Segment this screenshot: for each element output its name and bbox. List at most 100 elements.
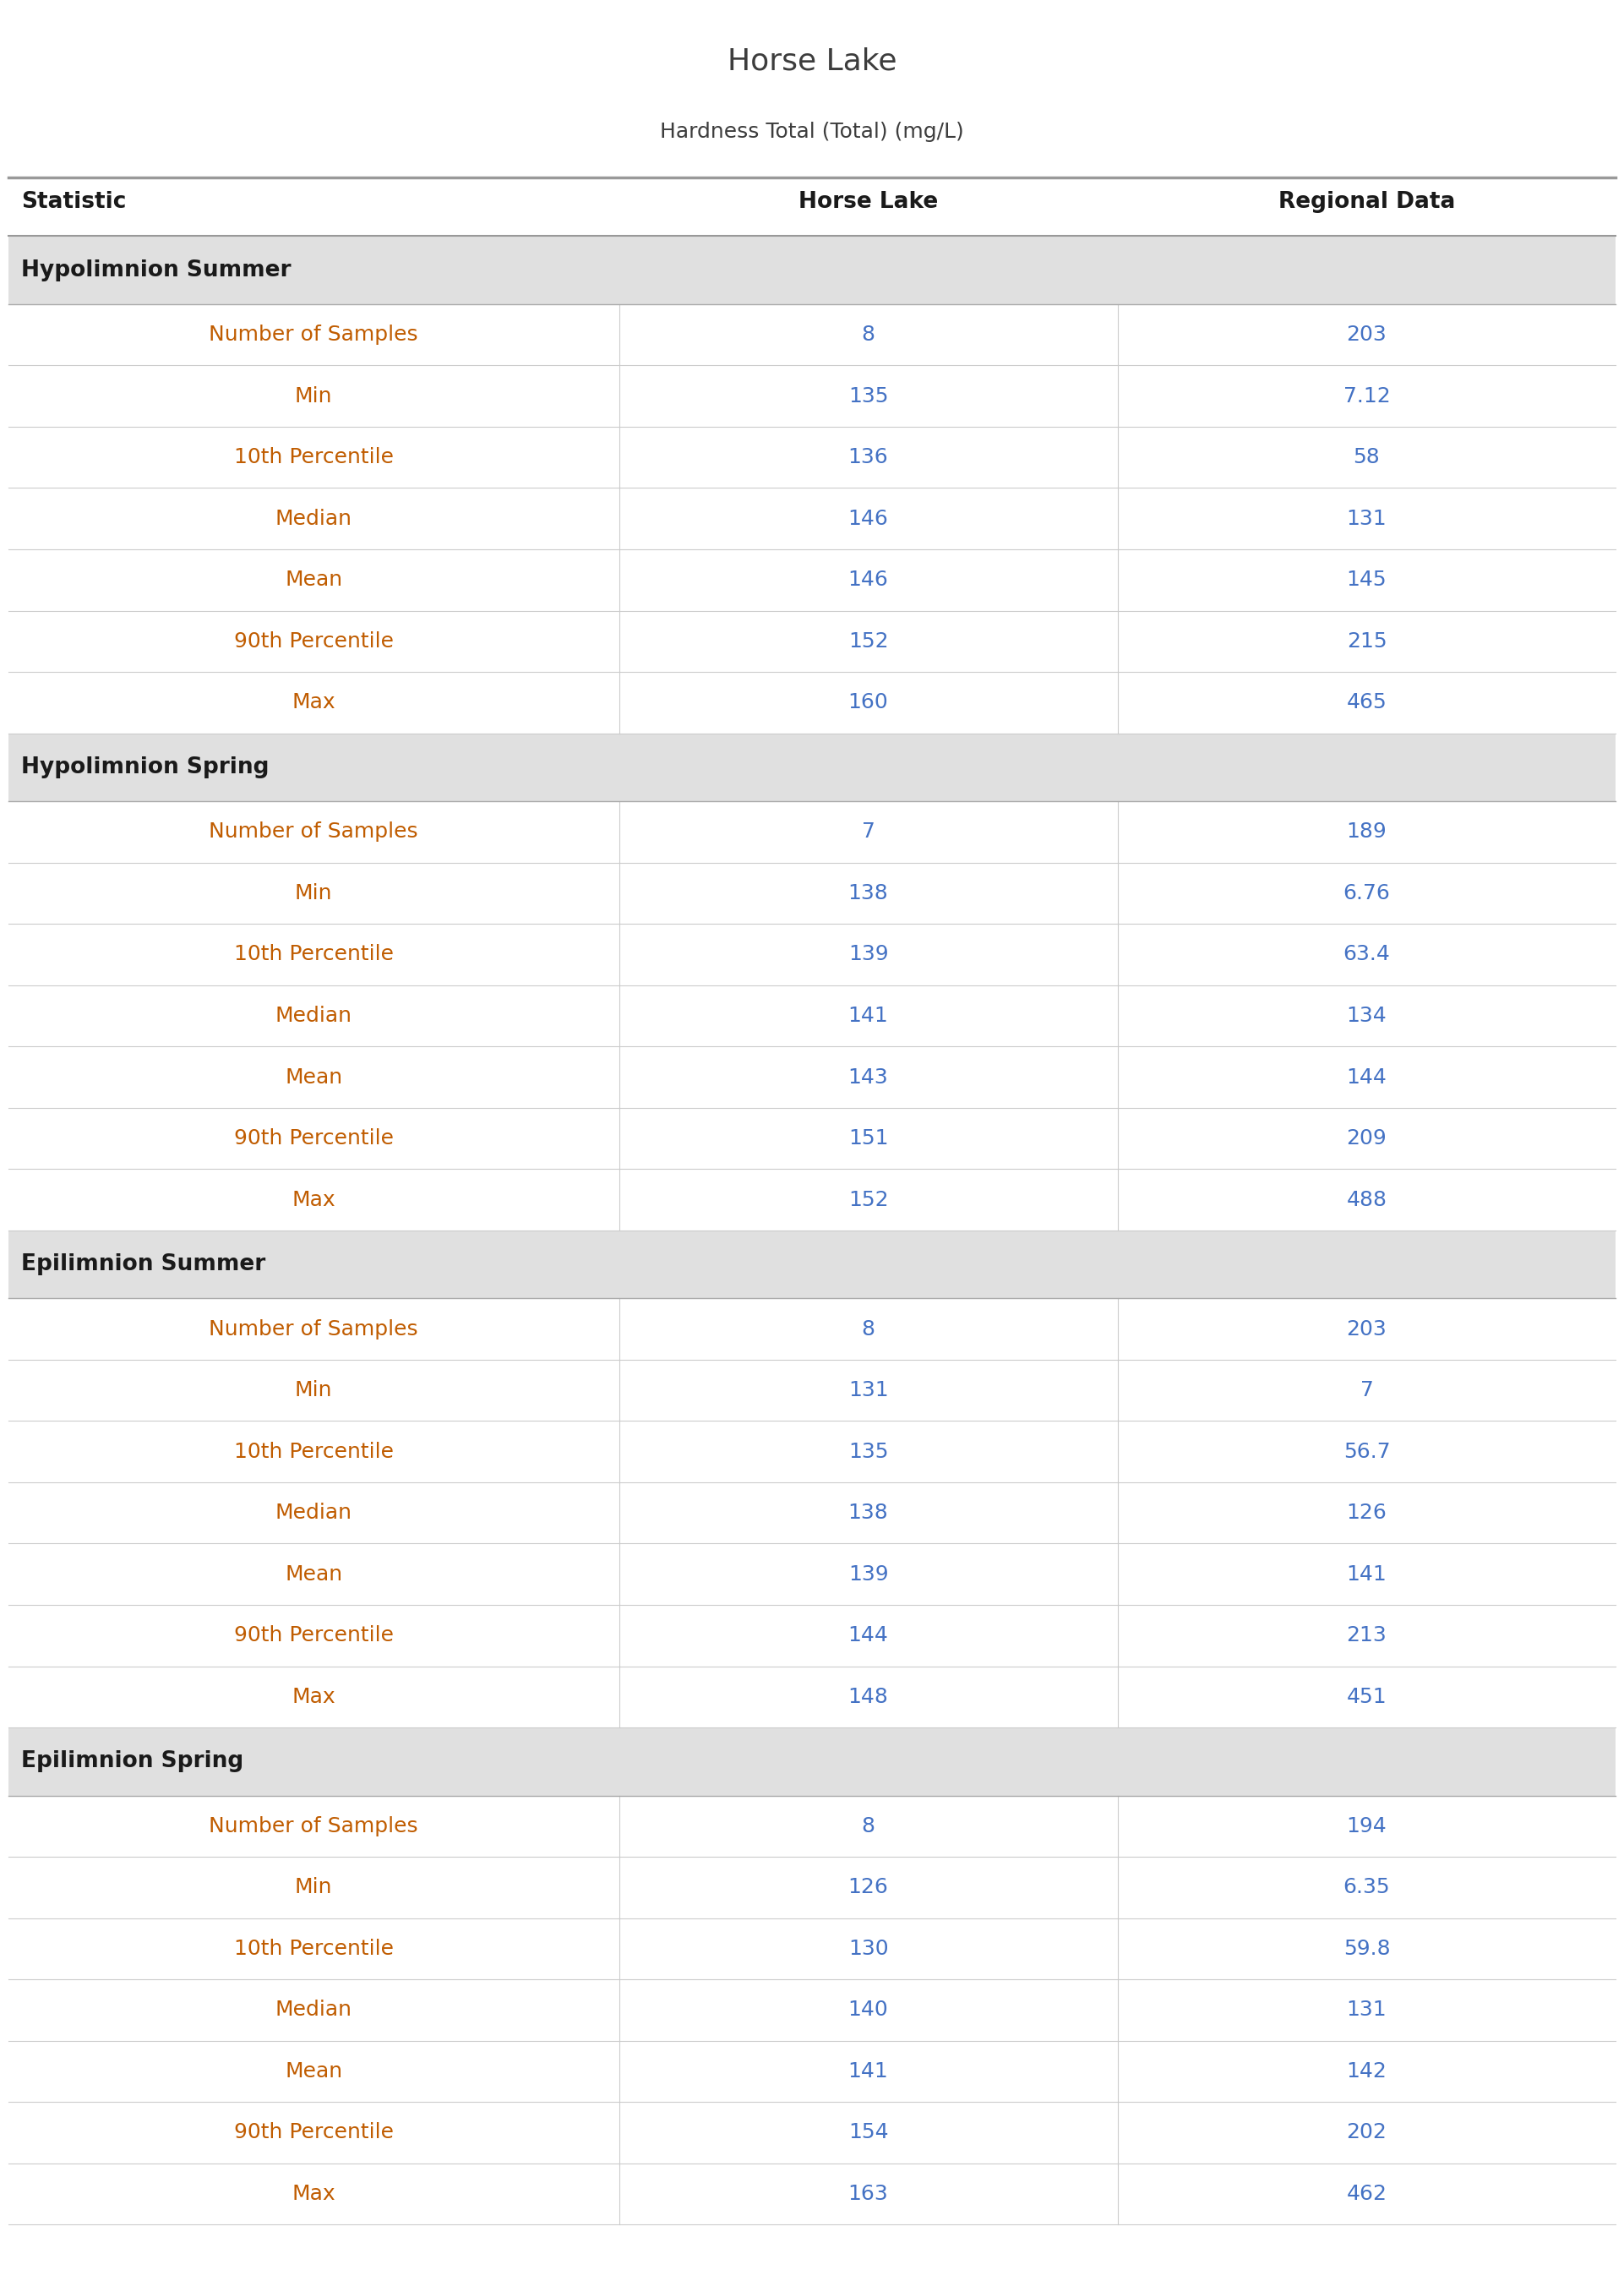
Text: 465: 465	[1346, 692, 1387, 713]
Text: 10th Percentile: 10th Percentile	[234, 1441, 393, 1462]
Text: Mean: Mean	[284, 2061, 343, 2082]
Bar	[8, 672, 1616, 733]
Text: 152: 152	[848, 1189, 888, 1210]
Bar	[8, 1796, 1616, 1857]
Bar	[8, 304, 1616, 365]
Bar	[8, 1727, 1616, 1796]
Text: 138: 138	[848, 883, 888, 903]
Bar	[8, 1666, 1616, 1727]
Text: Epilimnion Spring: Epilimnion Spring	[21, 1750, 244, 1773]
Text: 90th Percentile: 90th Percentile	[234, 631, 393, 651]
Text: Min: Min	[296, 883, 333, 903]
Text: 213: 213	[1346, 1625, 1387, 1646]
Text: Regional Data: Regional Data	[1278, 191, 1455, 213]
Text: Min: Min	[296, 1877, 333, 1898]
Text: 90th Percentile: 90th Percentile	[234, 1625, 393, 1646]
Bar	[8, 863, 1616, 924]
Text: Number of Samples: Number of Samples	[209, 1816, 419, 1836]
Text: 136: 136	[848, 447, 888, 468]
Bar	[8, 611, 1616, 672]
Bar	[8, 1544, 1616, 1605]
Text: 7: 7	[1359, 1380, 1374, 1401]
Bar	[8, 1918, 1616, 1979]
Text: Min: Min	[296, 386, 333, 406]
Text: 131: 131	[1346, 508, 1387, 529]
Text: 189: 189	[1346, 822, 1387, 842]
Text: 144: 144	[1346, 1067, 1387, 1087]
Text: 139: 139	[848, 944, 888, 965]
Bar	[8, 427, 1616, 488]
Bar	[8, 365, 1616, 427]
Text: Median: Median	[274, 2000, 352, 2020]
Bar	[8, 2041, 1616, 2102]
Text: 203: 203	[1346, 1319, 1387, 1339]
Text: 7.12: 7.12	[1343, 386, 1390, 406]
Text: 10th Percentile: 10th Percentile	[234, 1939, 393, 1959]
Text: 126: 126	[848, 1877, 888, 1898]
Text: Statistic: Statistic	[21, 191, 127, 213]
Text: Max: Max	[292, 1189, 336, 1210]
Text: Median: Median	[274, 1006, 352, 1026]
Text: 160: 160	[848, 692, 888, 713]
Text: Mean: Mean	[284, 570, 343, 590]
Text: 63.4: 63.4	[1343, 944, 1390, 965]
Text: Number of Samples: Number of Samples	[209, 822, 419, 842]
Text: 6.35: 6.35	[1343, 1877, 1390, 1898]
Bar	[8, 1108, 1616, 1169]
Text: 135: 135	[848, 386, 888, 406]
Text: 8: 8	[861, 1319, 875, 1339]
Text: Min: Min	[296, 1380, 333, 1401]
Text: Hypolimnion Spring: Hypolimnion Spring	[21, 756, 270, 779]
Text: 59.8: 59.8	[1343, 1939, 1390, 1959]
Text: Max: Max	[292, 692, 336, 713]
Text: 141: 141	[848, 2061, 888, 2082]
Text: 90th Percentile: 90th Percentile	[234, 1128, 393, 1149]
Text: 215: 215	[1346, 631, 1387, 651]
Text: Hardness Total (Total) (mg/L): Hardness Total (Total) (mg/L)	[659, 120, 965, 141]
Bar	[8, 2163, 1616, 2225]
Bar	[8, 985, 1616, 1046]
Text: 7: 7	[862, 822, 875, 842]
Text: 203: 203	[1346, 325, 1387, 345]
Text: 58: 58	[1353, 447, 1380, 468]
Text: 90th Percentile: 90th Percentile	[234, 2122, 393, 2143]
Text: Max: Max	[292, 2184, 336, 2204]
Bar	[8, 1169, 1616, 1230]
Text: 134: 134	[1346, 1006, 1387, 1026]
Text: 10th Percentile: 10th Percentile	[234, 944, 393, 965]
Text: 152: 152	[848, 631, 888, 651]
Text: 148: 148	[848, 1687, 888, 1707]
Text: 146: 146	[848, 570, 888, 590]
Bar	[8, 2102, 1616, 2163]
Bar	[8, 924, 1616, 985]
Bar	[8, 1979, 1616, 2041]
Text: Max: Max	[292, 1687, 336, 1707]
Bar	[8, 236, 1616, 304]
Text: Median: Median	[274, 1503, 352, 1523]
Bar	[8, 1298, 1616, 1360]
Bar	[8, 488, 1616, 549]
Bar	[8, 801, 1616, 863]
Text: Number of Samples: Number of Samples	[209, 325, 419, 345]
Text: 6.76: 6.76	[1343, 883, 1390, 903]
Bar	[8, 733, 1616, 801]
Text: 126: 126	[1346, 1503, 1387, 1523]
Text: 194: 194	[1346, 1816, 1387, 1836]
Bar	[8, 1482, 1616, 1544]
Text: 145: 145	[1346, 570, 1387, 590]
Text: Median: Median	[274, 508, 352, 529]
Text: 202: 202	[1346, 2122, 1387, 2143]
Text: Hypolimnion Summer: Hypolimnion Summer	[21, 259, 291, 281]
Text: Horse Lake: Horse Lake	[799, 191, 939, 213]
Text: 154: 154	[848, 2122, 888, 2143]
Text: 8: 8	[861, 1816, 875, 1836]
Bar	[8, 549, 1616, 611]
Text: 144: 144	[848, 1625, 888, 1646]
Text: Mean: Mean	[284, 1564, 343, 1584]
Text: 451: 451	[1346, 1687, 1387, 1707]
Text: 140: 140	[848, 2000, 888, 2020]
Text: 163: 163	[848, 2184, 888, 2204]
Text: 141: 141	[1346, 1564, 1387, 1584]
Bar	[8, 1230, 1616, 1298]
Text: 131: 131	[848, 1380, 888, 1401]
